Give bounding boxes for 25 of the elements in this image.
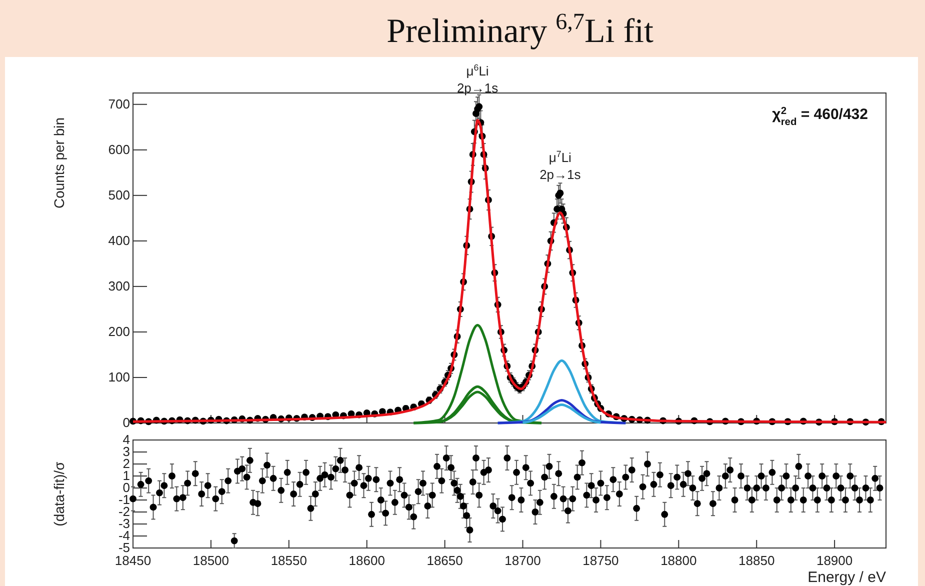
x-tick-label: 18700	[504, 553, 541, 568]
x-tick-label: 18450	[114, 553, 152, 568]
x-axis-title: Energy / eV	[808, 569, 886, 586]
x-tick-label: 18800	[660, 553, 697, 568]
y-tick-label: 400	[108, 233, 130, 248]
y-tick-label: 0	[122, 415, 130, 430]
y-tick-label: 600	[108, 142, 130, 158]
x-tick-label: 18750	[582, 553, 619, 568]
y-axis-title: (data-fit)/σ	[51, 461, 67, 526]
x-tick-label: 18500	[192, 553, 230, 568]
x-tick-label: 18550	[270, 553, 307, 568]
y-tick-label: 500	[108, 188, 130, 203]
x-tick-label: 18600	[348, 553, 385, 568]
y-tick-label: 100	[108, 370, 130, 385]
x-tick-label: 18850	[738, 553, 775, 568]
y-tick-label: 200	[108, 324, 130, 340]
annotation: χ$^{2}$$_{red}$ = 460/432	[772, 106, 868, 128]
annotation: μ$^{7}$Li 2p→1s	[540, 149, 582, 182]
y-tick-label: 700	[108, 96, 130, 112]
y-tick-label: 300	[108, 278, 130, 294]
chart-title: Preliminary $^{6,7}$Li fit	[386, 9, 654, 50]
y-axis-title: Counts per bin	[51, 117, 67, 209]
annotation: μ$^{6}$Li 2p→1s	[456, 62, 499, 96]
x-tick-label: 18900	[816, 553, 853, 568]
x-tick-label: 18650	[426, 553, 463, 568]
